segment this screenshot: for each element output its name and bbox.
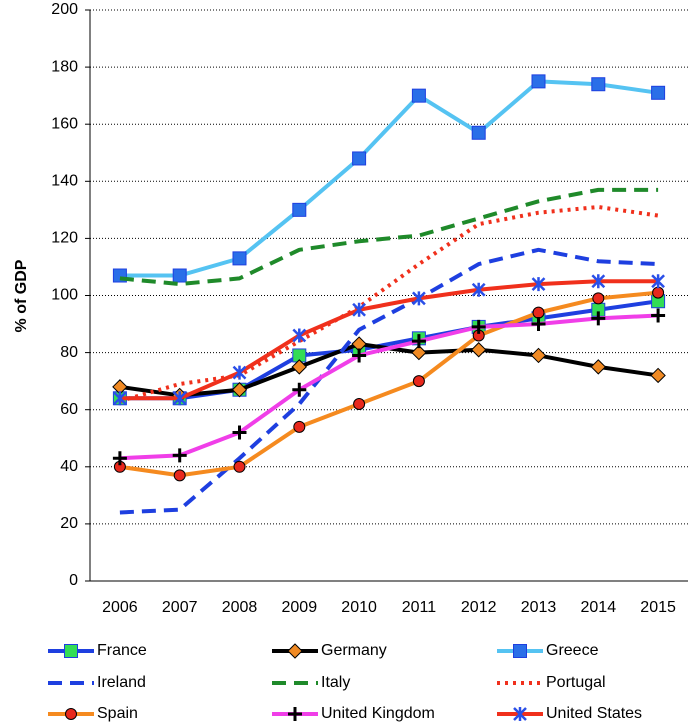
series-line	[119, 290, 659, 478]
legend-marker	[64, 644, 78, 658]
series-line	[119, 313, 659, 461]
data-point	[471, 282, 486, 297]
y-tick-label: 120	[51, 230, 78, 247]
y-tick-label: 160	[51, 115, 78, 132]
data-point	[292, 202, 307, 217]
data-point	[591, 77, 606, 92]
data-point	[292, 382, 307, 397]
data-point	[532, 306, 545, 319]
data-point	[352, 302, 366, 317]
data-point	[591, 274, 606, 289]
x-tick-label: 2006	[102, 599, 138, 616]
data-point	[232, 425, 247, 440]
legend-label: Germany	[321, 642, 387, 659]
data-point	[530, 347, 547, 364]
data-point	[651, 308, 666, 323]
legend-marker	[287, 643, 303, 659]
data-point	[592, 292, 605, 305]
y-tick-label: 0	[69, 572, 78, 589]
data-point	[651, 274, 665, 289]
x-tick-label: 2014	[581, 599, 617, 616]
data-point	[113, 391, 127, 406]
data-point	[531, 277, 546, 292]
legend-marker	[288, 707, 302, 721]
legend-label: Portugal	[546, 674, 606, 691]
y-tick-label: 40	[60, 458, 78, 475]
x-tick-label: 2010	[341, 599, 377, 616]
data-point	[112, 451, 127, 466]
y-tick-label: 180	[51, 58, 78, 75]
data-point	[352, 151, 367, 166]
data-point	[471, 125, 486, 140]
legend-marker	[513, 707, 527, 721]
series-line	[119, 279, 659, 401]
legend-label: France	[97, 642, 147, 659]
data-point	[531, 317, 546, 332]
series-line	[119, 187, 659, 287]
data-point	[172, 391, 187, 406]
data-point	[411, 344, 427, 361]
data-point	[292, 328, 307, 343]
legend-label: Spain	[97, 705, 138, 722]
x-tick-label: 2013	[521, 599, 557, 616]
legend-marker	[513, 644, 527, 658]
x-tick-label: 2007	[162, 599, 198, 616]
data-point	[172, 268, 187, 283]
legend-label: Greece	[546, 642, 599, 659]
data-point	[233, 460, 246, 473]
series-line	[119, 79, 659, 278]
x-tick-label: 2012	[461, 599, 497, 616]
data-point	[352, 348, 367, 363]
legend-label: Italy	[321, 674, 350, 691]
series-line	[119, 247, 659, 515]
legend-label: United States	[546, 705, 642, 722]
data-point	[650, 367, 666, 384]
x-tick-label: 2009	[282, 599, 318, 616]
data-point	[353, 397, 366, 410]
y-tick-label: 20	[60, 515, 78, 532]
data-point	[471, 319, 486, 334]
data-point	[470, 342, 487, 358]
data-point	[652, 286, 665, 299]
y-tick-label: 60	[60, 401, 78, 418]
data-point	[173, 469, 186, 482]
series-line	[119, 204, 659, 404]
data-point	[172, 448, 187, 463]
x-tick-label: 2008	[222, 599, 258, 616]
data-point	[291, 359, 308, 375]
data-point	[412, 291, 426, 306]
data-point	[651, 85, 666, 100]
x-tick-label: 2011	[402, 599, 437, 616]
y-tick-label: 200	[51, 1, 78, 18]
data-point	[411, 334, 426, 349]
x-tick-label: 2015	[640, 599, 676, 616]
y-tick-label: 80	[60, 344, 78, 361]
data-point	[232, 365, 247, 380]
legend-marker	[65, 708, 77, 720]
data-point	[293, 420, 306, 433]
legend-label: Ireland	[97, 674, 146, 691]
data-point	[231, 382, 248, 398]
data-point	[591, 311, 606, 326]
data-point	[590, 359, 607, 375]
data-point	[411, 88, 426, 103]
y-axis-label: % of GDP	[13, 259, 30, 332]
data-point	[232, 251, 247, 266]
data-point	[412, 375, 425, 388]
legend-label: United Kingdom	[321, 705, 435, 722]
y-tick-label: 100	[51, 287, 78, 304]
data-point	[531, 74, 546, 89]
y-tick-label: 140	[51, 173, 78, 190]
